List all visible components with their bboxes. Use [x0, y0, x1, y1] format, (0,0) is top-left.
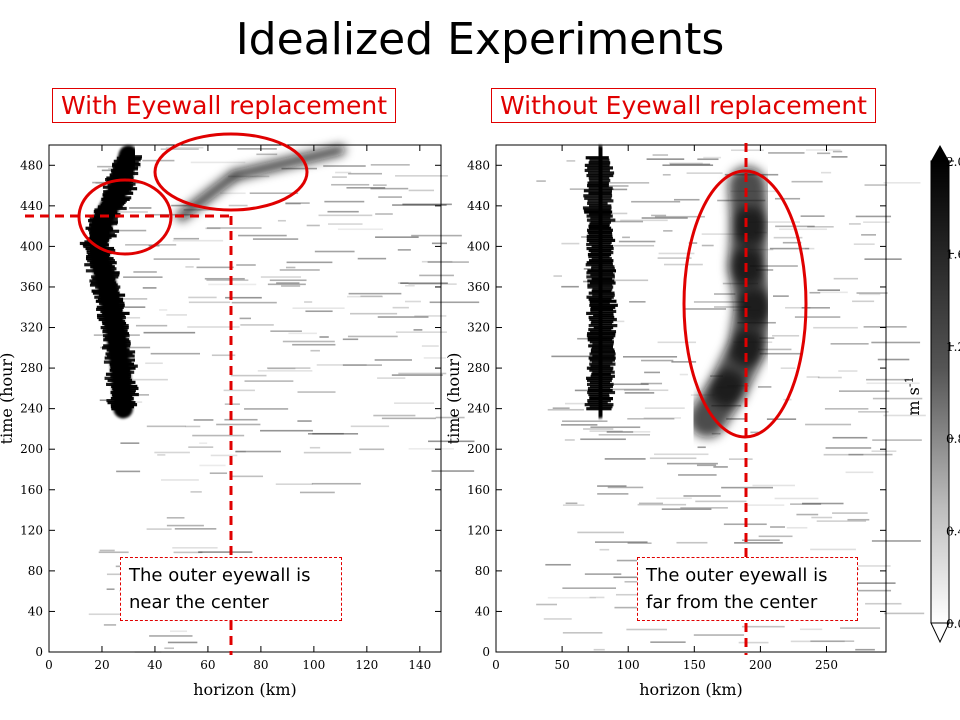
x-tick-label: 140 [408, 658, 431, 672]
y-tick-label: 440 [20, 199, 43, 213]
y-axis-label: time (hour) [444, 353, 463, 445]
left-note-line2: near the center [129, 592, 269, 613]
colorbar-bottom-arrow [930, 622, 950, 644]
y-tick-label: 400 [20, 239, 43, 253]
y-tick-label: 80 [475, 564, 490, 578]
colorbar-tick-label: 0.0 [946, 617, 960, 631]
y-tick-label: 240 [20, 402, 43, 416]
y-tick-label: 480 [467, 158, 490, 172]
x-tick-label: 120 [355, 658, 378, 672]
colorbar-tick-label: 2.0 [946, 155, 960, 169]
left-heatmap [79, 145, 480, 653]
right-heatmap [536, 145, 926, 651]
without-eyewall-label: Without Eyewall replacement [491, 88, 876, 123]
colorbar-unit: m s-1 [903, 376, 924, 415]
colorbar: 0.0 0.4 0.8 1.2 1.6 2.0 m s-1 [903, 145, 960, 644]
x-axis-label: horizon (km) [193, 680, 297, 699]
right-note-line2: far from the center [646, 592, 818, 613]
x-tick-label: 50 [554, 658, 569, 672]
slide-title: Idealized Experiments [235, 14, 725, 65]
y-tick-label: 320 [467, 321, 490, 335]
x-tick-label: 100 [617, 658, 640, 672]
y-tick-label: 240 [467, 402, 490, 416]
right-outer-eyewall-band [688, 166, 773, 438]
x-tick-label: 150 [683, 658, 706, 672]
y-tick-label: 400 [467, 239, 490, 253]
y-tick-label: 0 [35, 645, 43, 659]
y-tick-label: 480 [20, 158, 43, 172]
x-tick-label: 200 [749, 658, 772, 672]
x-tick-label: 80 [253, 658, 268, 672]
x-tick-label: 250 [815, 658, 838, 672]
colorbar-gradient [930, 160, 950, 624]
y-tick-label: 440 [467, 199, 490, 213]
y-tick-label: 320 [20, 321, 43, 335]
x-tick-label: 100 [302, 658, 325, 672]
x-tick-label: 20 [94, 658, 109, 672]
right-note-box: The outer eyewall is far from the center [637, 557, 858, 621]
y-tick-label: 120 [467, 523, 490, 537]
left-outer-eyewall-band [176, 145, 346, 221]
y-tick-label: 360 [467, 280, 490, 294]
y-tick-label: 120 [20, 523, 43, 537]
y-tick-label: 160 [467, 483, 490, 497]
left-axes: 0 20 40 60 80 100 120 140 0 40 80 120 160 200 240 280 32… [0, 145, 441, 699]
y-tick-label: 0 [482, 645, 490, 659]
colorbar-tick-label: 0.8 [946, 432, 960, 446]
colorbar-tick-label: 1.2 [946, 340, 960, 354]
y-axis-label: time (hour) [0, 353, 16, 445]
y-tick-label: 280 [20, 361, 43, 375]
y-tick-label: 80 [28, 564, 43, 578]
left-note-line1: The outer eyewall is [129, 565, 311, 586]
x-tick-label: 0 [45, 658, 53, 672]
x-tick-label: 60 [200, 658, 215, 672]
right-axes: 0 50 100 150 200 250 0 40 80 120 160 200 240 280 320 36… [444, 145, 886, 699]
y-tick-label: 40 [475, 604, 490, 618]
y-tick-label: 360 [20, 280, 43, 294]
x-axis-label: horizon (km) [639, 680, 743, 699]
left-note-box: The outer eyewall is near the center [120, 557, 342, 621]
colorbar-top-arrow [931, 145, 949, 161]
y-tick-label: 200 [467, 442, 490, 456]
colorbar-tick-label: 0.4 [946, 525, 960, 539]
x-tick-label: 40 [147, 658, 162, 672]
y-tick-label: 280 [467, 361, 490, 375]
x-tick-label: 0 [492, 658, 500, 672]
right-note-line1: The outer eyewall is [646, 565, 828, 586]
colorbar-tick-label: 1.6 [946, 247, 960, 261]
outer-eyewall-circle [153, 132, 309, 212]
y-tick-label: 40 [28, 604, 43, 618]
with-eyewall-label: With Eyewall replacement [52, 88, 397, 123]
y-tick-label: 200 [20, 442, 43, 456]
y-tick-label: 160 [20, 483, 43, 497]
